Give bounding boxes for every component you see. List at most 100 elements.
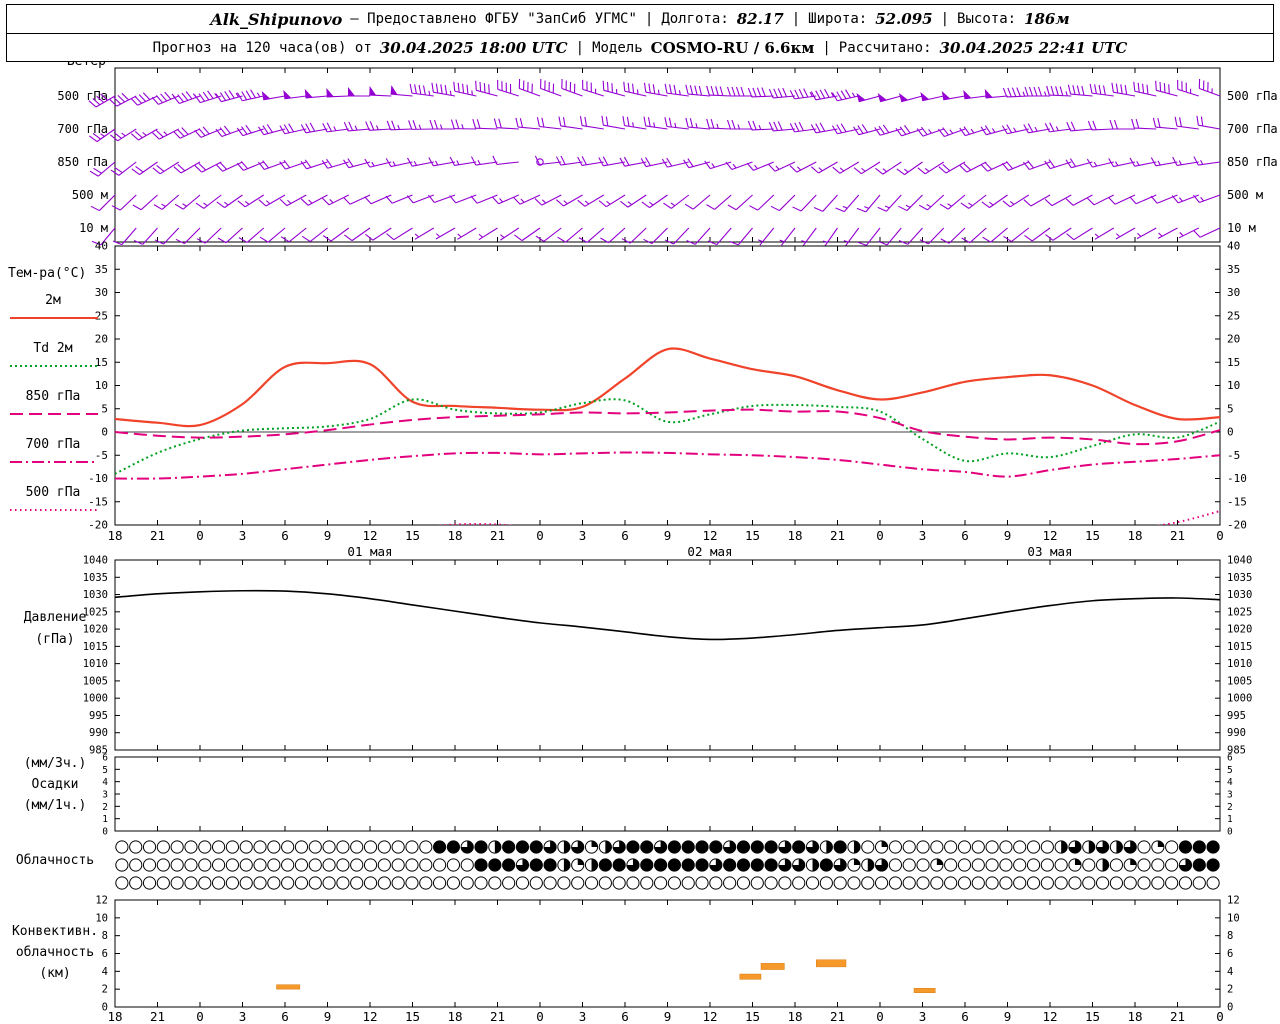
- convective-label-line3: (км): [39, 966, 71, 981]
- svg-text:18: 18: [787, 1009, 802, 1024]
- svg-text:6: 6: [102, 948, 108, 960]
- cloud-panel: [115, 840, 1220, 890]
- svg-text:-10: -10: [88, 472, 108, 485]
- svg-text:850 гПа: 850 гПа: [26, 389, 81, 404]
- svg-text:9: 9: [664, 528, 672, 543]
- svg-text:0: 0: [196, 528, 204, 543]
- svg-text:1025: 1025: [1227, 606, 1252, 618]
- svg-text:1015: 1015: [83, 641, 108, 653]
- svg-text:1000: 1000: [83, 693, 108, 705]
- svg-text:2м: 2м: [45, 293, 61, 308]
- svg-text:0: 0: [1227, 426, 1234, 439]
- svg-text:9: 9: [324, 1009, 332, 1024]
- svg-text:-15: -15: [1227, 495, 1247, 508]
- svg-text:18: 18: [787, 528, 802, 543]
- pressure-label-line2: (гПа): [35, 632, 75, 647]
- svg-text:18: 18: [447, 1009, 462, 1024]
- pressure-label-line1: Давление: [23, 610, 87, 625]
- svg-text:12: 12: [702, 528, 717, 543]
- svg-text:700 гПа: 700 гПа: [26, 437, 81, 452]
- svg-text:21: 21: [490, 528, 505, 543]
- svg-text:4: 4: [1227, 777, 1233, 788]
- svg-text:12: 12: [95, 895, 108, 907]
- svg-text:1040: 1040: [1227, 555, 1252, 567]
- precip-label-line1: (мм/3ч.): [23, 756, 87, 771]
- temperature-legend: 2м Td 2м 850 гПа 700 гПа 500 гПа: [10, 293, 98, 511]
- svg-text:6: 6: [961, 1009, 969, 1024]
- svg-text:1030: 1030: [83, 589, 108, 601]
- separator: |: [644, 11, 654, 27]
- svg-text:0: 0: [196, 1009, 204, 1024]
- svg-text:6: 6: [961, 528, 969, 543]
- svg-text:1005: 1005: [83, 675, 108, 687]
- svg-text:2: 2: [1227, 802, 1233, 813]
- svg-text:500 гПа: 500 гПа: [1227, 89, 1278, 103]
- calculated-time: 30.04.2025 22:41 UTC: [939, 38, 1128, 57]
- precipitation-panel: 0 01 12 23 34 45 56 6: [102, 753, 1233, 838]
- svg-text:15: 15: [745, 1009, 760, 1024]
- station-name: Alk_Shipunovo: [210, 9, 343, 29]
- header-row-station: Alk_Shipunovo – Предоставлено ФГБУ "ЗапС…: [7, 5, 1273, 33]
- svg-text:0: 0: [536, 1009, 544, 1024]
- svg-text:700 гПа: 700 гПа: [1227, 122, 1278, 136]
- altitude-value: 186м: [1024, 10, 1070, 28]
- svg-text:6: 6: [1227, 948, 1233, 960]
- svg-text:15: 15: [1085, 528, 1100, 543]
- svg-text:40: 40: [95, 240, 108, 253]
- header: Alk_Shipunovo – Предоставлено ФГБУ "ЗапС…: [6, 4, 1274, 62]
- svg-text:9: 9: [1004, 1009, 1012, 1024]
- temperature-panel-label: Тем-ра(°C): [8, 266, 87, 281]
- svg-text:1020: 1020: [1227, 624, 1252, 636]
- pressure-panel: 985 985 990 990 995 995 1000 1000 1005 1005 1010 10…: [83, 555, 1253, 757]
- svg-text:1040: 1040: [83, 555, 108, 567]
- svg-text:9: 9: [664, 1009, 672, 1024]
- svg-text:-5: -5: [1227, 449, 1240, 462]
- svg-text:10: 10: [95, 912, 108, 924]
- svg-text:3: 3: [579, 1009, 587, 1024]
- calculated-label: Рассчитано:: [838, 39, 932, 56]
- svg-text:18: 18: [1127, 528, 1142, 543]
- svg-text:985: 985: [1227, 745, 1246, 757]
- svg-text:1010: 1010: [1227, 658, 1252, 670]
- svg-text:18: 18: [107, 528, 122, 543]
- svg-text:1010: 1010: [83, 658, 108, 670]
- convective-label-line2: облачность: [15, 945, 95, 960]
- svg-text:990: 990: [1227, 727, 1246, 739]
- svg-text:-20: -20: [88, 519, 108, 532]
- svg-text:12: 12: [1227, 895, 1240, 907]
- svg-text:1: 1: [1227, 814, 1233, 825]
- svg-text:5: 5: [1227, 402, 1234, 415]
- altitude-label: Высота:: [957, 11, 1017, 27]
- wind-panel: 500 гПа 500 гПа 700 гПа 700 гПа 850 гПа 850 г…: [57, 67, 1278, 247]
- svg-text:21: 21: [150, 528, 165, 543]
- svg-text:15: 15: [405, 1009, 420, 1024]
- svg-text:6: 6: [1227, 753, 1233, 764]
- svg-text:02 мая: 02 мая: [687, 544, 732, 559]
- svg-text:-5: -5: [95, 449, 108, 462]
- svg-text:6: 6: [621, 1009, 629, 1024]
- svg-text:2: 2: [102, 802, 108, 813]
- separator: |: [791, 11, 801, 27]
- svg-text:35: 35: [1227, 263, 1240, 276]
- svg-text:0: 0: [101, 426, 108, 439]
- svg-text:21: 21: [150, 1009, 165, 1024]
- svg-text:500 гПа: 500 гПа: [26, 485, 81, 500]
- latitude-label: Широта:: [808, 11, 868, 27]
- svg-text:8: 8: [102, 930, 108, 942]
- svg-text:1025: 1025: [83, 606, 108, 618]
- svg-text:3: 3: [919, 528, 927, 543]
- svg-text:0: 0: [536, 528, 544, 543]
- svg-text:1005: 1005: [1227, 675, 1252, 687]
- model-label: Модель: [592, 39, 643, 56]
- svg-text:30: 30: [1227, 286, 1240, 299]
- svg-text:995: 995: [1227, 710, 1246, 722]
- svg-text:01 мая: 01 мая: [347, 544, 392, 559]
- svg-text:1015: 1015: [1227, 641, 1252, 653]
- svg-text:3: 3: [919, 1009, 927, 1024]
- precip-label-line3: (мм/1ч.): [23, 798, 87, 813]
- forecast-time: 30.04.2025 18:00 UTC: [379, 38, 568, 57]
- svg-text:12: 12: [362, 528, 377, 543]
- svg-text:0: 0: [876, 528, 884, 543]
- svg-text:6: 6: [102, 753, 108, 764]
